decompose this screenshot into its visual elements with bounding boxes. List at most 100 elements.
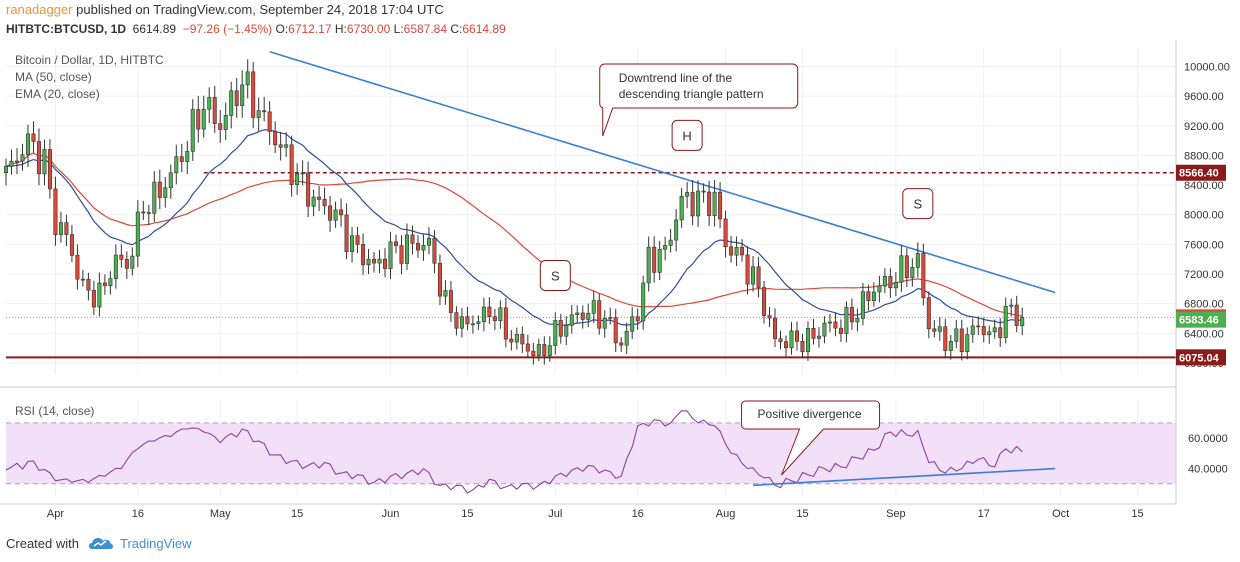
candle — [306, 161, 311, 217]
candle — [805, 321, 810, 361]
candle-body — [943, 326, 948, 351]
candle-body — [157, 181, 162, 198]
candle-body — [624, 330, 629, 346]
candle-body — [454, 312, 459, 329]
candle-body — [91, 289, 96, 308]
tradingview-cloud-icon[interactable] — [88, 536, 113, 553]
candle — [454, 306, 459, 336]
candle-body — [262, 110, 267, 113]
candle-body — [212, 97, 217, 124]
candle-body — [207, 97, 212, 110]
candle — [146, 204, 151, 226]
candle — [437, 254, 442, 306]
candle-body — [745, 254, 750, 285]
candle — [163, 177, 168, 208]
candle — [415, 235, 420, 258]
candle-body — [350, 235, 355, 252]
candle-body — [652, 246, 657, 273]
price-tick-label: 6400.00 — [1184, 328, 1224, 340]
candle — [492, 308, 497, 330]
candle-body — [372, 258, 377, 264]
candle — [778, 330, 783, 350]
candle-body — [844, 307, 849, 334]
candle-body — [756, 266, 761, 288]
candle-body — [871, 291, 876, 301]
candle-body — [284, 144, 289, 148]
candle — [229, 81, 234, 129]
candle — [685, 181, 690, 209]
candle — [328, 195, 333, 232]
publish-line: ranadagger published on TradingView.com,… — [6, 2, 444, 17]
candle — [970, 318, 975, 343]
price-grid — [6, 48, 1176, 496]
candle — [113, 244, 118, 289]
candle-body — [361, 244, 366, 266]
candle — [652, 236, 657, 283]
candle-body — [558, 320, 563, 337]
candle-body — [531, 350, 536, 356]
candle-body — [3, 166, 9, 174]
candle — [926, 291, 931, 339]
candle-body — [487, 306, 492, 317]
candle — [838, 319, 843, 342]
candle — [586, 303, 591, 327]
candle — [459, 308, 464, 338]
candle — [773, 308, 778, 348]
candle — [317, 186, 322, 211]
candle-body — [328, 205, 333, 221]
candle — [300, 160, 305, 186]
time-tick-label: May — [210, 508, 231, 520]
candle — [399, 235, 404, 275]
candle — [372, 251, 377, 273]
tradingview-brand[interactable]: TradingView — [120, 536, 192, 551]
time-tick-label: 15 — [796, 508, 808, 520]
candle — [97, 272, 102, 317]
chart-canvas[interactable]: 6000.006400.006800.007200.007600.008000.… — [0, 40, 1240, 534]
candle — [443, 280, 448, 305]
candle-body — [646, 246, 651, 284]
price-label: 6583.46 — [1179, 315, 1219, 327]
candle-body — [954, 328, 959, 342]
open-value: 6712.17 — [288, 22, 332, 36]
candle — [899, 245, 904, 292]
candle — [361, 233, 366, 276]
candle-body — [388, 241, 393, 269]
candle-body — [168, 172, 173, 189]
time-tick-label: Jul — [548, 508, 562, 520]
pattern-label-box — [671, 119, 703, 151]
candle — [943, 318, 948, 357]
annotation-callout — [599, 63, 799, 137]
candle-body — [437, 262, 442, 297]
candle-body — [295, 173, 300, 185]
candle-body — [53, 188, 58, 235]
downtrend-line — [269, 50, 1056, 294]
candle — [157, 169, 162, 210]
candle-body — [234, 90, 239, 106]
candle — [987, 325, 992, 344]
candle-body — [1020, 317, 1025, 326]
candle — [1009, 298, 1014, 317]
rsi-tick-label: 40.0000 — [1188, 464, 1228, 476]
candle — [564, 316, 569, 345]
candle — [432, 229, 437, 274]
candle-body — [36, 141, 41, 175]
candle — [75, 244, 80, 290]
candle-body — [47, 149, 52, 190]
candle-body — [959, 328, 964, 353]
candle-body — [619, 342, 624, 346]
candle-body — [152, 181, 157, 214]
high-label: H: — [334, 22, 347, 36]
candle — [712, 179, 717, 227]
author-name[interactable]: ranadagger — [6, 2, 73, 17]
divergence-line — [752, 467, 1056, 487]
candle-body — [668, 239, 673, 246]
candle — [476, 315, 481, 331]
candle-body — [888, 276, 893, 289]
candle — [91, 280, 96, 315]
candle — [69, 224, 74, 263]
time-tick-label: Aug — [716, 508, 736, 520]
candle — [718, 182, 723, 229]
candle-body — [734, 246, 739, 256]
candle-body — [223, 115, 228, 130]
candle — [487, 297, 492, 324]
